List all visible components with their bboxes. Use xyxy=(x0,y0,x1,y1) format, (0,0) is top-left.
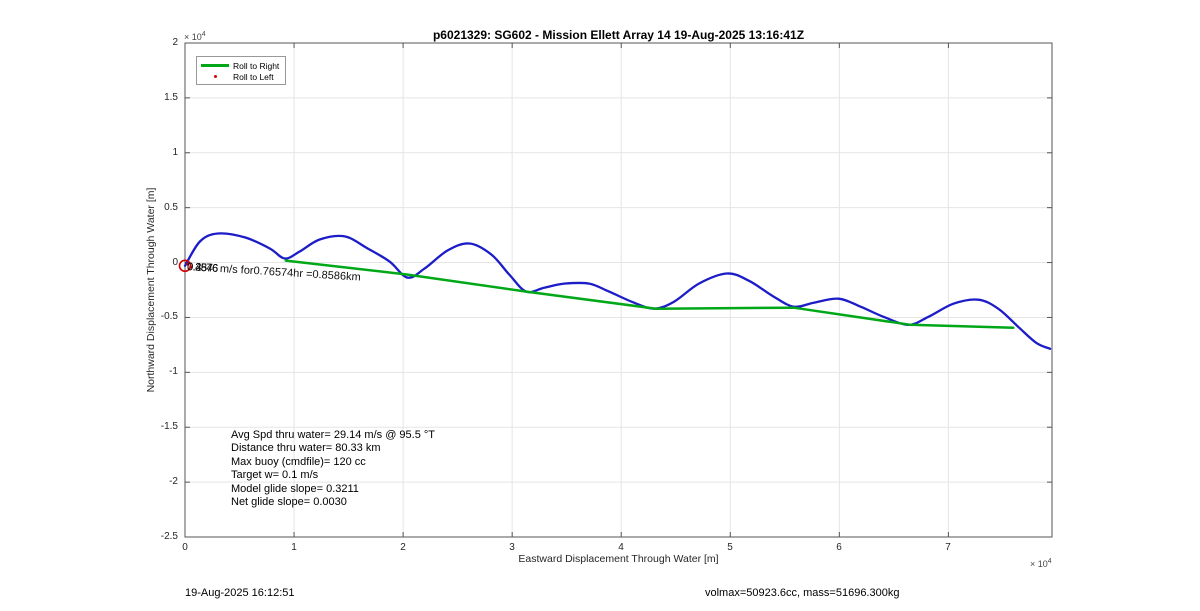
y-tick-label: -0.5 xyxy=(160,311,178,322)
y-tick-label: 2 xyxy=(172,37,178,48)
x-tick-label: 5 xyxy=(727,542,733,553)
plot-title: p6021329: SG602 - Mission Ellett Array 1… xyxy=(432,28,805,42)
legend-item-label: Roll to Right xyxy=(233,60,280,71)
x-tick-label: 4 xyxy=(618,542,624,553)
y-tick-label: -2 xyxy=(169,476,178,487)
x-tick-label: 7 xyxy=(945,542,951,553)
info-line: Model glide slope= 0.3211 xyxy=(231,482,359,495)
roll-right-track xyxy=(284,259,1015,330)
x-axis-multiplier: × 104 xyxy=(1030,558,1052,569)
legend-item: Roll to Left xyxy=(197,71,285,82)
info-line: Target w= 0.1 m/s xyxy=(231,469,319,482)
y-tick-label: 0 xyxy=(172,257,178,268)
x-tick-label: 0 xyxy=(182,542,188,553)
y-tick-label: 0.5 xyxy=(164,202,178,213)
legend-line-swatch xyxy=(197,64,233,67)
legend: Roll to Right Roll to Left xyxy=(196,56,286,85)
x-tick-label: 2 xyxy=(400,542,406,553)
y-tick-label: -2.5 xyxy=(160,531,178,542)
x-tick-label: 3 xyxy=(509,542,515,553)
y-tick-label: 1 xyxy=(172,147,178,158)
x-tick-label: 1 xyxy=(291,542,297,553)
y-multiplier-exponent: 4 xyxy=(201,31,206,38)
roll-left-marker xyxy=(189,265,192,269)
y-axis-multiplier: × 104 xyxy=(184,31,206,42)
legend-item-label: Roll to Left xyxy=(233,71,274,82)
axes-box xyxy=(184,42,1053,538)
overlapping-speed-labels: 0.2546 0.4576 0.3876 xyxy=(187,261,221,276)
roll-left-marker xyxy=(186,262,190,266)
x-axis-label: Eastward Displacement Through Water [m] xyxy=(518,553,719,565)
info-line: Max buoy (cmdfile)= 120 cc xyxy=(231,455,366,468)
y-tick-label: -1 xyxy=(169,366,178,377)
y-tick-label: -1.5 xyxy=(160,421,178,432)
overlapped-label: 0.3876 xyxy=(186,261,218,275)
info-line: Net glide slope= 0.0030 xyxy=(231,496,347,509)
x-multiplier-base: × 10 xyxy=(1030,559,1048,569)
legend-dot-swatch xyxy=(197,75,233,78)
y-multiplier-base: × 10 xyxy=(184,32,202,42)
x-tick-label: 6 xyxy=(836,542,842,553)
info-line: Avg Spd thru water= 29.14 m/s @ 95.5 °T xyxy=(231,429,435,441)
y-axis-label: Northward Displacement Through Water [m] xyxy=(145,187,157,393)
generation-timestamp: 19-Aug-2025 16:12:51 xyxy=(185,587,295,599)
info-block: Avg Spd thru water= 29.14 m/s @ 95.5 °T D… xyxy=(231,429,435,509)
volmax-mass-text: volmax=50923.6cc, mass=51696.300kg xyxy=(705,587,900,599)
y-tick-label: 1.5 xyxy=(164,92,178,103)
legend-item: Roll to Right xyxy=(197,60,285,71)
info-line: Distance thru water= 80.33 km xyxy=(231,442,381,455)
x-multiplier-exponent: 4 xyxy=(1047,558,1052,565)
displacement-track xyxy=(183,232,1052,350)
legend-marker-shape xyxy=(213,75,217,78)
legend-marker-shape xyxy=(201,64,229,67)
start-position-marker xyxy=(178,259,192,273)
